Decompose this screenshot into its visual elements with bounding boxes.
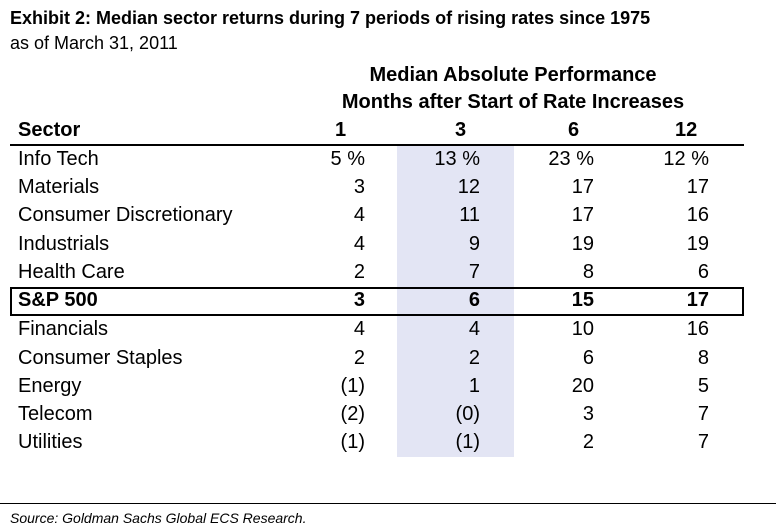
value-month-1: 5 % bbox=[330, 148, 365, 170]
value-month-1: 4 bbox=[353, 318, 365, 340]
value-month-1: (1) bbox=[340, 375, 365, 397]
value-month-12: 5 bbox=[697, 375, 709, 397]
value-month-6: 10 bbox=[571, 318, 594, 340]
table-row: Financials 4 4 10 16 bbox=[10, 316, 744, 344]
value-month-1: 3 bbox=[353, 289, 365, 311]
sector-name: Info Tech bbox=[18, 148, 99, 170]
value-month-1: (2) bbox=[340, 403, 365, 425]
column-header-1: 1 bbox=[335, 119, 347, 141]
value-month-3: 1 bbox=[468, 375, 480, 397]
table-row: Utilities (1) (1) 2 7 bbox=[10, 429, 744, 457]
exhibit-subtitle: as of March 31, 2011 bbox=[10, 33, 178, 53]
value-month-12: 16 bbox=[686, 204, 709, 226]
value-month-6: 6 bbox=[582, 347, 594, 369]
bottom-divider bbox=[0, 503, 776, 504]
table-row: Industrials 4 9 19 19 bbox=[10, 231, 744, 259]
table-row: Health Care 2 7 8 6 bbox=[10, 259, 744, 287]
value-month-3: 6 bbox=[468, 289, 480, 311]
sector-name: Health Care bbox=[18, 261, 125, 283]
value-month-12: 7 bbox=[697, 403, 709, 425]
value-month-6: 20 bbox=[571, 375, 594, 397]
value-month-1: (1) bbox=[340, 431, 365, 453]
value-month-12: 6 bbox=[697, 261, 709, 283]
value-month-3: 11 bbox=[459, 204, 480, 226]
table-row-sp500-highlight: S&P 500 3 6 15 17 bbox=[10, 287, 744, 316]
value-month-12: 8 bbox=[697, 347, 709, 369]
value-month-12: 16 bbox=[686, 318, 709, 340]
value-month-3: 9 bbox=[468, 233, 480, 255]
value-month-6: 17 bbox=[571, 176, 594, 198]
table-row: Materials 3 12 17 17 bbox=[10, 174, 744, 202]
sector-name: Consumer Discretionary bbox=[18, 204, 233, 226]
column-header-12: 12 bbox=[675, 119, 698, 141]
table-row: Telecom (2) (0) 3 7 bbox=[10, 401, 744, 429]
value-month-1: 4 bbox=[353, 233, 365, 255]
group-header-months: Months after Start of Rate Increases bbox=[341, 91, 685, 113]
value-month-3: 2 bbox=[468, 347, 480, 369]
column-header-3: 3 bbox=[455, 119, 467, 141]
value-month-1: 3 bbox=[353, 176, 365, 198]
value-month-6: 17 bbox=[571, 204, 594, 226]
month-3-column-shading bbox=[397, 146, 514, 457]
sector-name: Industrials bbox=[18, 233, 110, 255]
value-month-6: 3 bbox=[582, 403, 594, 425]
column-header-6: 6 bbox=[568, 119, 580, 141]
value-month-3: 12 bbox=[457, 176, 480, 198]
value-month-12: 17 bbox=[686, 289, 709, 311]
value-month-3: (0) bbox=[455, 403, 480, 425]
value-month-6: 19 bbox=[571, 233, 594, 255]
table-row: Consumer Staples 2 2 6 8 bbox=[10, 345, 744, 373]
sector-name: Energy bbox=[18, 375, 82, 397]
table-row: Energy (1) 1 20 5 bbox=[10, 373, 744, 401]
value-month-12: 7 bbox=[697, 431, 709, 453]
value-month-1: 4 bbox=[353, 204, 365, 226]
value-month-6: 15 bbox=[571, 289, 594, 311]
sector-name: Consumer Staples bbox=[18, 347, 183, 369]
table-row: Consumer Discretionary 4 11 17 16 bbox=[10, 202, 744, 230]
value-month-6: 23 % bbox=[548, 148, 594, 170]
column-header-sector: Sector bbox=[18, 119, 81, 141]
column-header-row: Sector 1 3 6 12 bbox=[10, 118, 744, 146]
sector-name: Materials bbox=[18, 176, 100, 198]
value-month-3: 13 % bbox=[434, 148, 480, 170]
value-month-1: 2 bbox=[353, 261, 365, 283]
value-month-3: 4 bbox=[468, 318, 480, 340]
sector-name: S&P 500 bbox=[18, 289, 98, 311]
source-note: Source: Goldman Sachs Global ECS Researc… bbox=[10, 510, 307, 526]
value-month-1: 2 bbox=[353, 347, 365, 369]
group-header-performance: Median Absolute Performance bbox=[369, 64, 657, 86]
sector-name: Financials bbox=[18, 318, 109, 340]
exhibit-title: Exhibit 2: Median sector returns during … bbox=[10, 8, 651, 28]
value-month-3: (1) bbox=[455, 431, 480, 453]
value-month-12: 12 % bbox=[663, 148, 709, 170]
sector-name: Utilities bbox=[18, 431, 83, 453]
value-month-12: 19 bbox=[686, 233, 709, 255]
value-month-12: 17 bbox=[686, 176, 709, 198]
value-month-3: 7 bbox=[468, 261, 480, 283]
value-month-6: 8 bbox=[582, 261, 594, 283]
value-month-6: 2 bbox=[582, 431, 594, 453]
table-row: Info Tech 5 % 13 % 23 % 12 % bbox=[10, 146, 744, 174]
sector-name: Telecom bbox=[18, 403, 93, 425]
